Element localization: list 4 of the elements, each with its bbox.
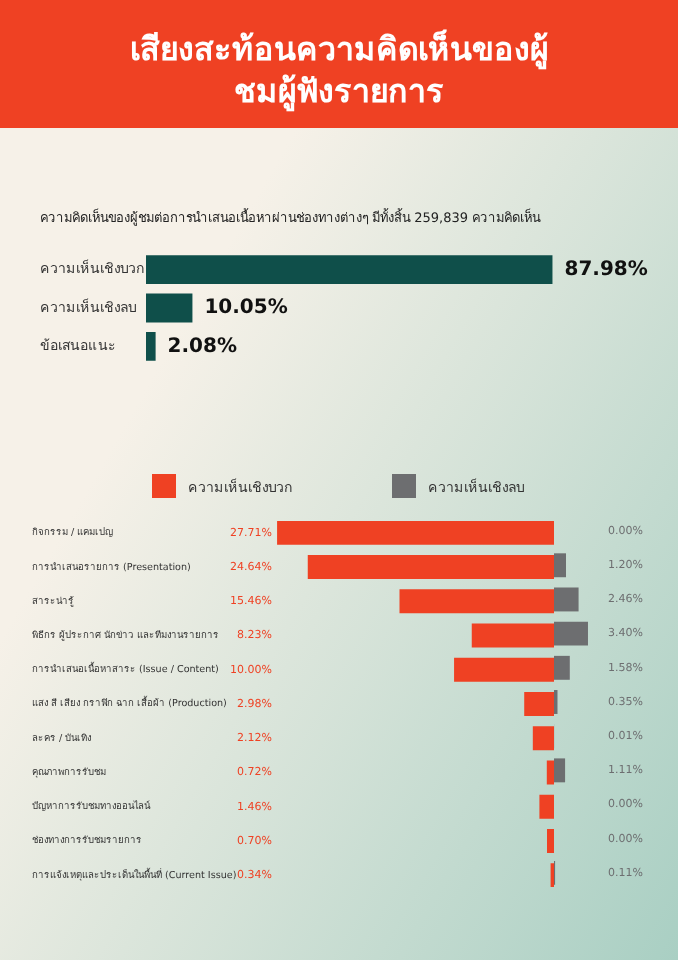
data-label: 87.98%	[564, 258, 648, 281]
chart-title: เสียงสะท้อนความคิดเห็นของผู้ชมผู้ฟังรายการ	[0, 0, 678, 128]
data-label: 10.05%	[204, 297, 288, 320]
data-label: 2.08%	[167, 335, 238, 358]
